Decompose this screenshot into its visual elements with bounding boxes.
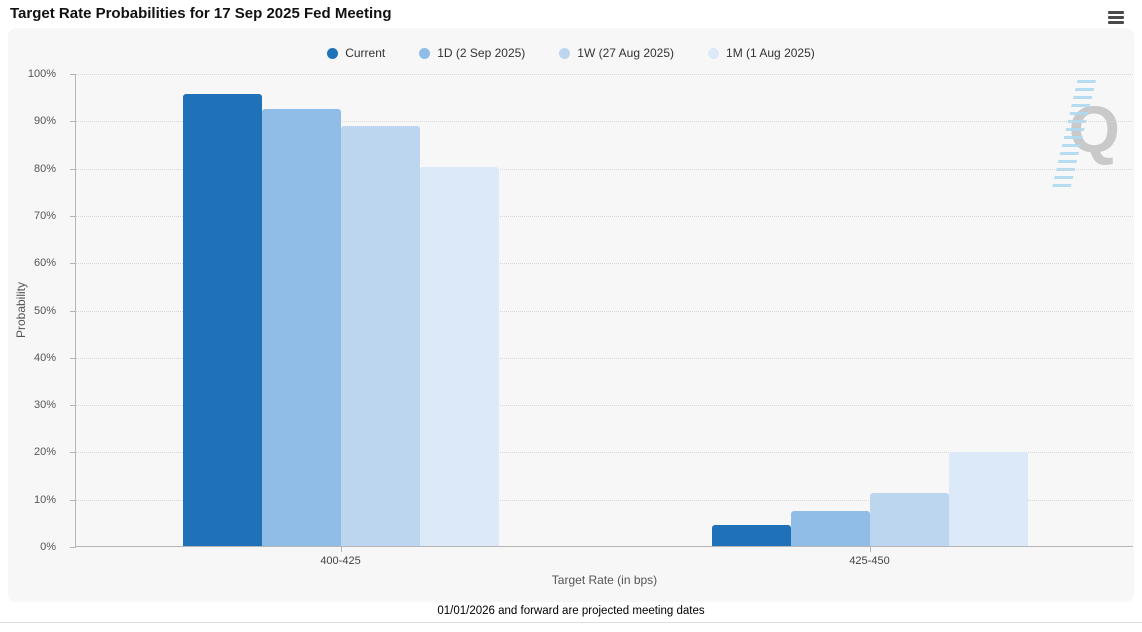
- legend-label: Current: [345, 46, 386, 60]
- footer-divider: [0, 622, 1142, 623]
- x-category-label: 425-450: [849, 555, 890, 567]
- x-axis-title: Target Rate (in bps): [551, 573, 658, 587]
- y-tick-label: 20%: [33, 446, 56, 459]
- projection-footnote: 01/01/2026 and forward are projected mee…: [437, 605, 705, 617]
- y-tick-label: 70%: [33, 209, 56, 222]
- y-tick-label: 0%: [40, 541, 56, 553]
- bar-425-450-1D (2 Sep 2025): [790, 510, 870, 546]
- hamburger-menu-icon[interactable]: [1108, 11, 1126, 26]
- bar-400-425-Current: [182, 94, 262, 546]
- legend-label: 1W (27 Aug 2025): [577, 46, 675, 60]
- gridline-60: [76, 263, 1133, 265]
- chart-title: Target Rate Probabilities for 17 Sep 202…: [10, 5, 392, 22]
- gridline-30: [76, 405, 1133, 407]
- gridline-70: [76, 215, 1133, 217]
- y-tick: [70, 310, 76, 312]
- gridline-100: [76, 74, 1133, 75]
- y-tick: [70, 452, 76, 454]
- gridline-90: [76, 121, 1133, 123]
- y-tick-label: 10%: [33, 493, 56, 506]
- y-tick: [70, 357, 76, 359]
- legend-label: 1M (1 Aug 2025): [726, 46, 815, 60]
- legend-item-1[interactable]: 1D (2 Sep 2025): [419, 46, 525, 60]
- y-tick: [70, 263, 76, 265]
- y-tick-label: 30%: [33, 399, 56, 412]
- chart-panel: Current 1D (2 Sep 2025) 1W (27 Aug 2025) 1M…: [8, 28, 1134, 602]
- header: Target Rate Probabilities for 17 Sep 202…: [0, 0, 1142, 28]
- x-tick: [869, 547, 871, 552]
- plot-area: Probability Target Rate (in bps) 0% 10% 20…: [14, 68, 1133, 587]
- y-tick-label: 100%: [27, 68, 56, 80]
- y-tick: [70, 405, 76, 407]
- y-tick: [70, 215, 76, 217]
- x-category-label: 400-425: [320, 555, 361, 567]
- legend-dot-icon: [327, 47, 339, 59]
- legend-label: 1D (2 Sep 2025): [437, 46, 526, 60]
- y-tick: [70, 121, 76, 123]
- bar-400-425-1D (2 Sep 2025): [261, 108, 341, 546]
- y-tick: [70, 547, 76, 548]
- gridline-10: [76, 499, 1133, 501]
- y-tick-label: 40%: [33, 351, 56, 364]
- gridline-20: [76, 452, 1133, 454]
- bar-425-450-Current: [711, 524, 791, 546]
- y-tick: [70, 168, 76, 170]
- gridline-50: [76, 310, 1133, 312]
- gridline-80: [76, 168, 1133, 170]
- bar-425-450-1M (1 Aug 2025): [948, 451, 1028, 546]
- y-axis-labels: 0% 10% 20% 30% 40% 50% 60% 70% 80% 90% 100%: [14, 68, 66, 553]
- legend-dot-icon: [559, 47, 571, 59]
- legend-item-0[interactable]: Current: [327, 46, 385, 60]
- bar-400-425-1M (1 Aug 2025): [419, 167, 499, 546]
- y-tick-label: 60%: [33, 257, 56, 270]
- bar-group-425-450: [711, 451, 1028, 546]
- legend-dot-icon: [419, 47, 431, 59]
- x-tick: [340, 547, 342, 552]
- chart-legend: Current 1D (2 Sep 2025) 1W (27 Aug 2025) 1M…: [8, 46, 1134, 60]
- y-tick-label: 90%: [33, 115, 56, 128]
- y-tick-label: 50%: [33, 304, 56, 317]
- y-tick-label: 80%: [33, 162, 56, 175]
- y-tick: [70, 74, 76, 75]
- legend-dot-icon: [708, 47, 720, 59]
- y-tick: [70, 499, 76, 501]
- gridline-40: [76, 357, 1133, 359]
- legend-item-3[interactable]: 1M (1 Aug 2025): [708, 46, 815, 60]
- legend-item-2[interactable]: 1W (27 Aug 2025): [559, 46, 674, 60]
- bar-425-450-1W (27 Aug 2025): [869, 492, 949, 546]
- bar-group-400-425: [182, 94, 499, 546]
- bar-400-425-1W (27 Aug 2025): [340, 126, 420, 546]
